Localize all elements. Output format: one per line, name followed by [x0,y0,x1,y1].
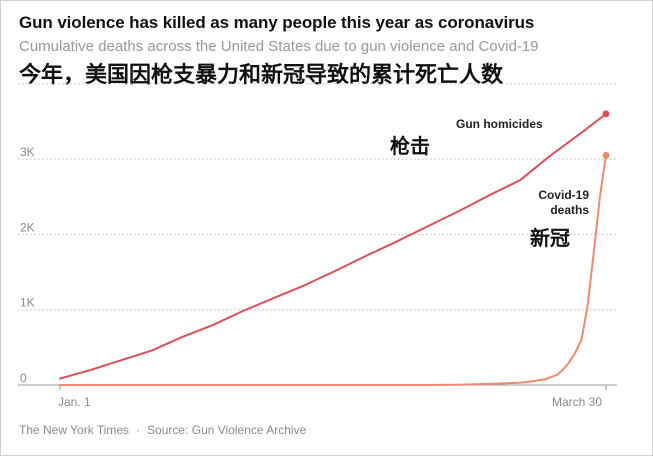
y-tick-label: 0 [20,371,27,385]
gun-series-label: Gun homicides [456,117,543,131]
chart-subtitle: Cumulative deaths across the United Stat… [19,38,539,55]
chart-title: Gun violence has killed as many people t… [19,13,535,32]
y-tick-label: 1K [20,296,35,310]
axis-ticks: 0 1K 2K 3K Jan. 1 March 30 [20,145,607,409]
gun-endpoint-marker [602,110,610,118]
covid-endpoint-marker [602,151,610,159]
y-tick-label: 3K [20,145,35,159]
y-tick-label: 2K [20,220,35,234]
covid-series-cn-label: 新冠 [530,226,570,250]
covid-series-label-line1: Covid-19 [538,188,589,202]
covid-series-line [59,154,607,386]
series-lines [59,110,610,386]
x-tick-label: March 30 [552,395,602,409]
gun-series-cn-label: 枪击 [390,134,430,158]
chart-footer: The New York Times · Source: Gun Violence … [19,423,306,437]
source-credit: Source: Gun Violence Archive [147,423,307,437]
footer-separator: · [136,423,141,437]
covid-series-label-line2: deaths [550,203,589,217]
publisher-credit: The New York Times [19,423,130,437]
x-tick-label: Jan. 1 [58,395,91,409]
gun-series-line [59,112,607,380]
